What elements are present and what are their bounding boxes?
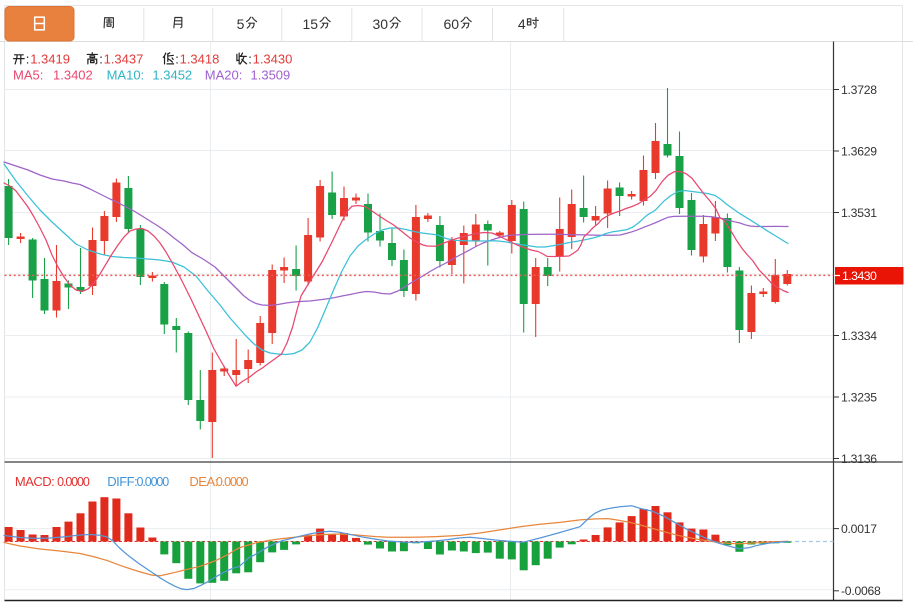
svg-text:0.0017: 0.0017	[841, 522, 877, 536]
svg-text:1.3430: 1.3430	[842, 269, 877, 283]
svg-text:1.3531: 1.3531	[841, 206, 877, 220]
svg-text:DIFF:: DIFF:	[107, 474, 137, 489]
svg-text:0.0000: 0.0000	[137, 475, 170, 489]
svg-text:4: 4	[518, 16, 526, 32]
svg-text:60: 60	[443, 16, 459, 32]
svg-text:1.3437: 1.3437	[104, 52, 144, 67]
svg-text:1.3235: 1.3235	[841, 390, 877, 404]
svg-text:DEA:: DEA:	[189, 474, 217, 489]
svg-text:-0.0068: -0.0068	[841, 584, 881, 598]
svg-text:1.3418: 1.3418	[180, 52, 220, 67]
svg-text:1.3334: 1.3334	[841, 329, 877, 343]
svg-text::: :	[26, 52, 30, 67]
svg-text:30: 30	[372, 16, 388, 32]
svg-text:15: 15	[302, 16, 318, 32]
svg-text:0.0000: 0.0000	[57, 475, 90, 489]
svg-text:MA20:: MA20:	[205, 67, 243, 82]
svg-text:1.3728: 1.3728	[841, 83, 877, 97]
svg-text:1.3452: 1.3452	[152, 67, 192, 82]
svg-text:MA5:: MA5:	[13, 67, 43, 82]
svg-text:5: 5	[237, 16, 245, 32]
svg-text::: :	[99, 52, 103, 67]
svg-text::: :	[248, 52, 252, 67]
svg-text:1.3402: 1.3402	[53, 67, 93, 82]
svg-text:MACD:: MACD:	[15, 474, 54, 489]
svg-text:1.3419: 1.3419	[30, 52, 70, 67]
svg-text::: :	[175, 52, 179, 67]
svg-text:1.3136: 1.3136	[841, 452, 877, 466]
svg-text:MA10:: MA10:	[107, 67, 145, 82]
svg-text:1.3509: 1.3509	[251, 67, 291, 82]
svg-text:1.3629: 1.3629	[841, 144, 877, 158]
svg-text:1.3430: 1.3430	[253, 52, 293, 67]
svg-text:0.0000: 0.0000	[216, 475, 249, 489]
